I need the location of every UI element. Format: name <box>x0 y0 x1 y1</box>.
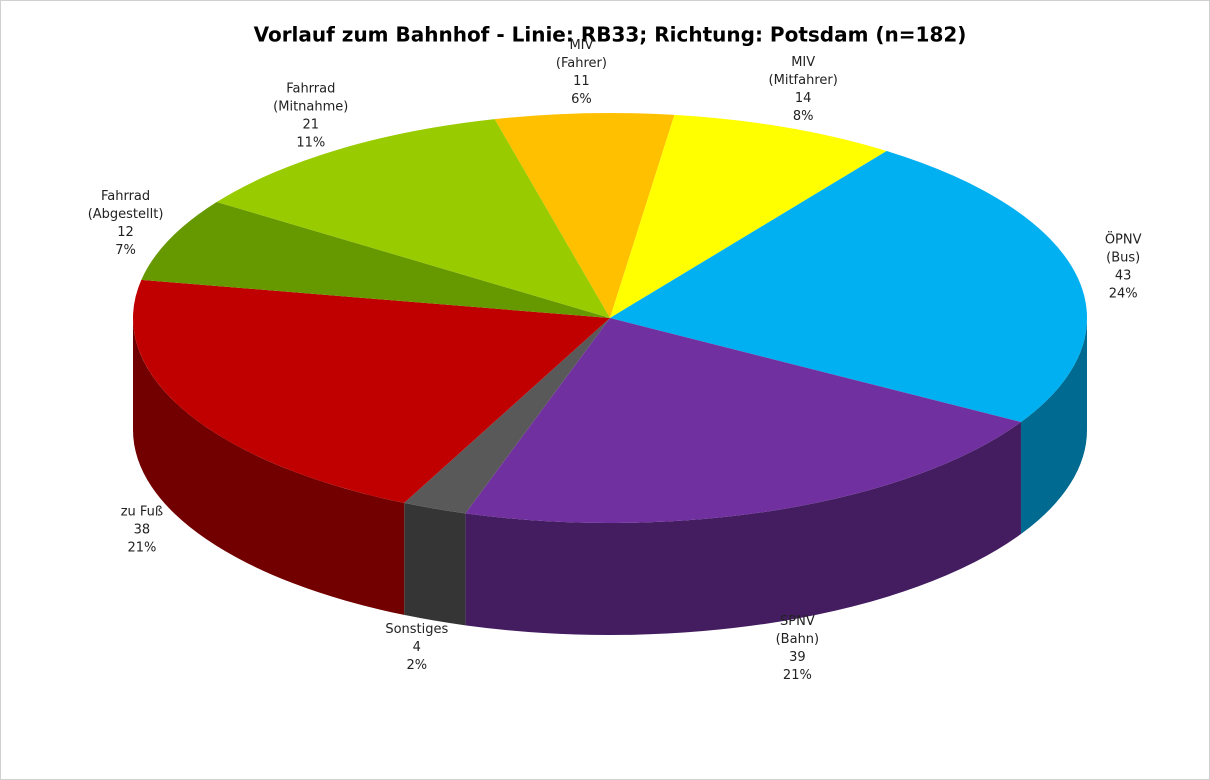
category-label: (Abgestellt) <box>88 207 164 222</box>
value-label: 38 <box>134 522 151 537</box>
slice-side <box>133 318 405 615</box>
category-label: Fahrrad <box>101 189 150 204</box>
value-label: 12 <box>117 225 134 240</box>
slice <box>494 113 675 318</box>
value-label: 11 <box>573 74 590 89</box>
share-label: 21% <box>127 540 156 555</box>
slice-side <box>1020 318 1087 535</box>
share-label: 21% <box>783 668 812 683</box>
share-label: 7% <box>115 243 136 258</box>
value-label: 14 <box>795 91 812 106</box>
slice <box>610 114 887 319</box>
slice-side <box>465 422 1021 635</box>
category-label: (Fahrer) <box>556 56 607 71</box>
slice <box>610 151 1087 423</box>
pie-sides <box>133 318 1087 635</box>
share-label: 11% <box>296 135 325 150</box>
category-label: (Bahn) <box>776 632 820 647</box>
category-label: zu Fuß <box>121 504 163 519</box>
category-label: SPNV <box>780 614 815 629</box>
chart-title: Vorlauf zum Bahnhof - Linie: RB33; Richt… <box>254 23 967 47</box>
category-label: MIV <box>791 55 815 70</box>
category-label: ÖPNV <box>1105 230 1142 247</box>
slice <box>132 279 610 503</box>
slice-side <box>404 502 466 626</box>
category-label: MIV <box>569 38 593 53</box>
category-label: (Mitnahme) <box>273 99 348 114</box>
slice <box>404 318 610 514</box>
share-label: 2% <box>406 658 427 673</box>
category-label: Sonstiges <box>385 622 448 637</box>
slice <box>216 119 611 318</box>
value-label: 39 <box>789 650 806 665</box>
category-label: (Bus) <box>1106 250 1140 265</box>
share-label: 8% <box>793 109 814 124</box>
slice <box>465 318 1021 523</box>
category-label: Fahrrad <box>286 81 335 96</box>
pie-tops <box>132 113 1087 523</box>
value-label: 4 <box>413 640 421 655</box>
value-label: 43 <box>1115 268 1132 283</box>
value-label: 21 <box>303 117 320 132</box>
category-label: (Mitfahrer) <box>769 73 838 88</box>
slice <box>141 202 610 318</box>
share-label: 6% <box>571 92 592 107</box>
share-label: 24% <box>1109 286 1138 301</box>
